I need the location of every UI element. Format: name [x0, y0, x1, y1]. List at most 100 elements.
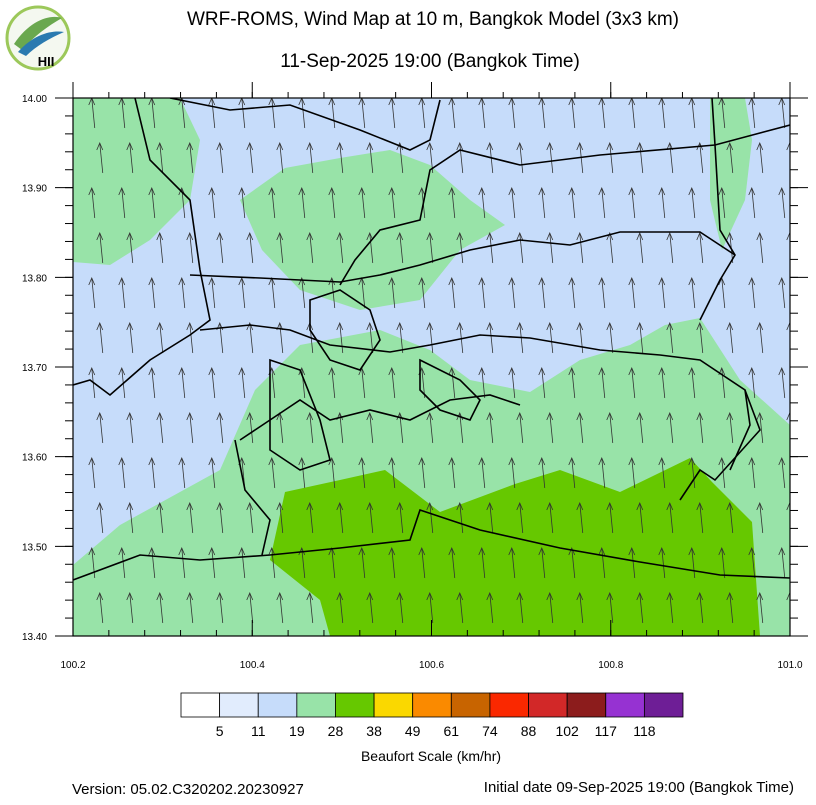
wind-arrow — [426, 231, 434, 264]
wind-arrow — [208, 98, 216, 129]
wind-arrow — [88, 98, 96, 129]
wind-arrow — [538, 456, 546, 489]
wind-arrow — [448, 456, 456, 489]
wind-arrow — [118, 456, 126, 489]
wind-arrow — [508, 276, 516, 309]
wind-arrow — [756, 321, 764, 354]
initial-date: Initial date 09-Sep-2025 19:00 (Bangkok … — [484, 779, 794, 796]
wind-arrow — [696, 501, 704, 534]
wind-arrow — [298, 186, 306, 219]
wind-arrow — [486, 231, 494, 264]
wind-arrow — [568, 98, 576, 129]
colorbar-label: 102 — [555, 723, 579, 739]
colorbar-box — [335, 692, 375, 718]
wind-arrow — [546, 141, 554, 174]
wind-arrow — [606, 231, 614, 264]
wind-arrow — [118, 98, 126, 129]
wind-arrow — [298, 276, 306, 309]
colorbar-box — [257, 692, 298, 718]
wind-arrow — [118, 546, 126, 579]
x-tick-label: 100.8 — [598, 660, 623, 671]
wind-arrow — [756, 501, 764, 534]
wind-arrow — [148, 98, 156, 129]
wind-arrow — [306, 231, 314, 264]
wind-arrow — [538, 366, 546, 399]
wind-arrow — [156, 501, 164, 534]
colorbar-label: 61 — [444, 723, 460, 739]
wind-arrow — [508, 456, 516, 489]
wind-arrow — [658, 456, 666, 489]
wind-arrow — [426, 501, 434, 534]
wind-arrow — [456, 231, 464, 264]
wind-arrow — [726, 411, 734, 444]
district-boundaries — [73, 98, 790, 581]
wind-arrow — [276, 501, 284, 534]
wind-arrow — [156, 591, 164, 624]
wind-arrow — [358, 456, 366, 489]
wind-arrow — [418, 456, 426, 489]
wind-arrow — [186, 321, 194, 354]
wind-arrow — [598, 98, 606, 129]
wind-arrow — [216, 591, 224, 624]
wind-arrow — [396, 231, 404, 264]
wind-arrow — [636, 141, 644, 174]
wind-arrow — [216, 141, 224, 174]
wind-arrow — [456, 591, 464, 624]
wind-arrow — [478, 456, 486, 489]
wind-arrow — [748, 546, 756, 579]
wind-arrow — [148, 456, 156, 489]
wind-arrow — [396, 141, 404, 174]
wind-arrow — [598, 546, 606, 579]
colorbar-label: 19 — [289, 723, 305, 739]
wind-arrow — [156, 231, 164, 264]
wind-arrow — [628, 186, 636, 219]
colorbar-label: 28 — [328, 723, 344, 739]
wind-arrow — [186, 231, 194, 264]
wind-arrow — [718, 98, 726, 129]
y-tick-label: 13.60 — [22, 453, 47, 464]
wind-arrow — [96, 501, 104, 534]
wind-arrow — [658, 186, 666, 219]
colorbar-box — [528, 692, 568, 718]
wind-arrow — [568, 276, 576, 309]
colorbar-label: 74 — [482, 723, 498, 739]
wind-arrow — [388, 98, 396, 129]
wind-arrow — [148, 276, 156, 309]
y-tick-label: 13.80 — [22, 273, 47, 284]
wind-arrow — [756, 141, 764, 174]
wind-arrow — [748, 276, 756, 309]
colorbar-title: Beaufort Scale (km/hr) — [361, 748, 501, 764]
wind-arrow — [726, 501, 734, 534]
wind-arrow — [486, 501, 494, 534]
wind-arrow — [148, 366, 156, 399]
wind-arrow — [688, 456, 696, 489]
wind-arrow — [568, 186, 576, 219]
colorbar-label: 88 — [521, 723, 537, 739]
wind-arrow — [336, 231, 344, 264]
wind-arrow — [658, 546, 666, 579]
wind-arrow — [606, 141, 614, 174]
wind-arrow — [568, 366, 576, 399]
colorbar-label: 118 — [633, 723, 656, 739]
wind-arrow — [358, 98, 366, 129]
colorbar-box — [489, 692, 529, 718]
wind-arrow — [336, 141, 344, 174]
wind-arrow — [306, 501, 314, 534]
wind-arrow — [388, 456, 396, 489]
colorbar-box — [296, 692, 336, 718]
wind-arrow — [636, 231, 644, 264]
wind-vectors — [88, 98, 790, 624]
wind-arrow — [726, 321, 734, 354]
wind-arrow — [778, 276, 786, 309]
colorbar-box — [643, 692, 684, 718]
wind-arrow — [696, 231, 704, 264]
wind-arrow — [178, 98, 186, 129]
y-tick-label: 13.40 — [22, 632, 47, 643]
wind-arrow — [666, 501, 674, 534]
wind-arrow — [336, 591, 344, 624]
wind-arrow — [666, 141, 674, 174]
wind-arrow — [636, 411, 644, 444]
wind-arrow — [726, 591, 734, 624]
wind-arrow — [748, 186, 756, 219]
wind-arrow — [118, 276, 126, 309]
